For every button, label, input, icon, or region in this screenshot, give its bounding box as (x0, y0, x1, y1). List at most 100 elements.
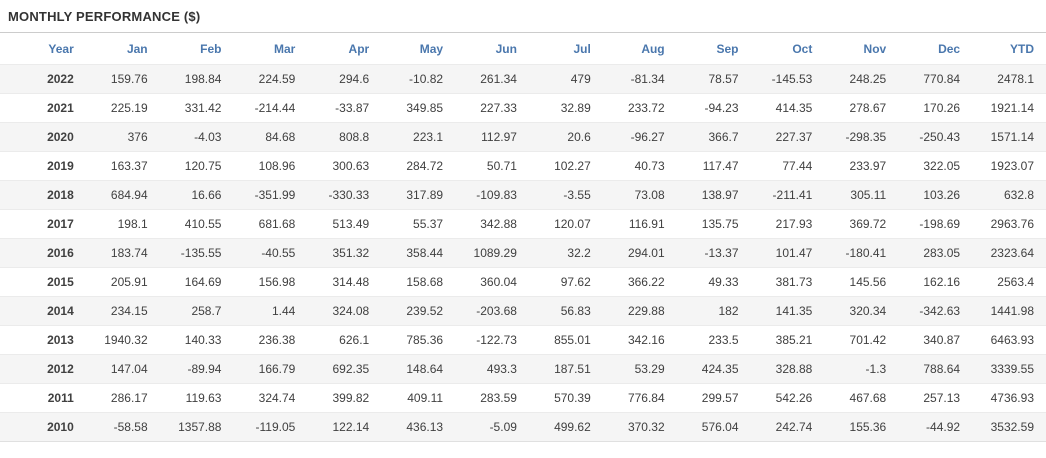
value-cell: 120.07 (528, 209, 603, 239)
value-cell: 366.7 (676, 122, 751, 152)
value-cell: 170.26 (898, 93, 973, 123)
value-cell: -4.03 (159, 122, 234, 152)
value-cell: 1571.14 (972, 122, 1046, 152)
value-cell: 97.62 (528, 267, 603, 297)
value-cell: -5.09 (455, 412, 529, 442)
value-cell: 198.1 (85, 209, 160, 239)
value-cell: -109.83 (455, 180, 529, 210)
value-cell: 198.84 (159, 64, 234, 94)
value-cell: 370.32 (602, 412, 677, 442)
value-cell: 701.42 (824, 325, 899, 355)
value-cell: 283.59 (455, 383, 529, 413)
value-cell: -145.53 (750, 64, 825, 94)
table-row: 2011 286.17 119.63 324.74 399.82 409.11 283.59… (0, 383, 1046, 413)
value-cell: 138.97 (676, 180, 751, 210)
value-cell: -10.82 (381, 64, 456, 94)
table-row: 2022 159.76 198.84 224.59 294.6 -10.82 261.34 4… (0, 64, 1046, 94)
value-cell: -58.58 (85, 412, 160, 442)
value-cell: 4736.93 (972, 383, 1046, 413)
value-cell: 349.85 (381, 93, 456, 123)
value-cell: 163.37 (85, 151, 160, 181)
column-header-apr: Apr (348, 42, 370, 56)
table-row: 2018 684.94 16.66 -351.99 -330.33 317.89 -109.… (0, 180, 1046, 210)
table-row: 2016 183.74 -135.55 -40.55 351.32 358.44 1089.… (0, 238, 1046, 268)
value-cell: 16.66 (159, 180, 234, 210)
value-cell: 158.68 (381, 267, 456, 297)
column-header-mar: Mar (274, 42, 296, 56)
value-cell: 369.72 (824, 209, 899, 239)
value-cell: 261.34 (455, 64, 529, 94)
value-cell: 101.47 (750, 238, 825, 268)
value-cell: 162.16 (898, 267, 973, 297)
value-cell: 320.34 (824, 296, 899, 326)
value-cell: 1940.32 (85, 325, 160, 355)
value-cell: -342.63 (898, 296, 973, 326)
value-cell: -89.94 (159, 354, 234, 384)
value-cell: 50.71 (455, 151, 529, 181)
value-cell: -198.69 (898, 209, 973, 239)
value-cell: 224.59 (233, 64, 308, 94)
value-cell: -351.99 (233, 180, 308, 210)
table-row: 2013 1940.32 140.33 236.38 626.1 785.36 -122.7… (0, 325, 1046, 355)
value-cell: 770.84 (898, 64, 973, 94)
table-row: 2017 198.1 410.55 681.68 513.49 55.37 342.88 12… (0, 209, 1046, 239)
value-cell: 103.26 (898, 180, 973, 210)
value-cell: 233.72 (602, 93, 677, 123)
value-cell: 6463.93 (972, 325, 1046, 355)
value-cell: 233.97 (824, 151, 899, 181)
page-title: MONTHLY PERFORMANCE ($) (0, 0, 1046, 33)
value-cell: 122.14 (307, 412, 382, 442)
year-cell: 2014 (0, 296, 86, 326)
value-cell: 300.63 (307, 151, 382, 181)
value-cell: 2963.76 (972, 209, 1046, 239)
value-cell: 159.76 (85, 64, 160, 94)
value-cell: 299.57 (676, 383, 751, 413)
column-header-aug: Aug (641, 42, 665, 56)
year-cell: 2010 (0, 412, 86, 442)
value-cell: 20.6 (528, 122, 603, 152)
value-cell: 234.15 (85, 296, 160, 326)
value-cell: 148.64 (381, 354, 456, 384)
value-cell: 84.68 (233, 122, 308, 152)
value-cell: 385.21 (750, 325, 825, 355)
value-cell: 322.05 (898, 151, 973, 181)
value-cell: 155.36 (824, 412, 899, 442)
value-cell: 284.72 (381, 151, 456, 181)
value-cell: -3.55 (528, 180, 603, 210)
value-cell: -330.33 (307, 180, 382, 210)
value-cell: 513.49 (307, 209, 382, 239)
year-cell: 2013 (0, 325, 86, 355)
year-cell: 2019 (0, 151, 86, 181)
value-cell: 77.44 (750, 151, 825, 181)
value-cell: -119.05 (233, 412, 308, 442)
performance-table: Year Jan Feb Mar Apr May Jun Jul Aug Sep Oct Nov Dec… (0, 33, 1046, 442)
year-cell: 2020 (0, 122, 86, 152)
table-row: 2015 205.91 164.69 156.98 314.48 158.68 360.04… (0, 267, 1046, 297)
year-cell: 2016 (0, 238, 86, 268)
value-cell: 120.75 (159, 151, 234, 181)
value-cell: 119.63 (159, 383, 234, 413)
column-header-jul: Jul (573, 42, 591, 56)
value-cell: 1089.29 (455, 238, 529, 268)
value-cell: 1923.07 (972, 151, 1046, 181)
value-cell: 294.01 (602, 238, 677, 268)
value-cell: 55.37 (381, 209, 456, 239)
value-cell: 399.82 (307, 383, 382, 413)
value-cell: 2563.4 (972, 267, 1046, 297)
value-cell: 236.38 (233, 325, 308, 355)
year-cell: 2018 (0, 180, 86, 210)
value-cell: 493.3 (455, 354, 529, 384)
value-cell: 499.62 (528, 412, 603, 442)
value-cell: 73.08 (602, 180, 677, 210)
value-cell: 225.19 (85, 93, 160, 123)
value-cell: 205.91 (85, 267, 160, 297)
value-cell: 242.74 (750, 412, 825, 442)
value-cell: 183.74 (85, 238, 160, 268)
column-header-dec: Dec (938, 42, 961, 56)
value-cell: 286.17 (85, 383, 160, 413)
value-cell: 467.68 (824, 383, 899, 413)
value-cell: 3339.55 (972, 354, 1046, 384)
value-cell: 410.55 (159, 209, 234, 239)
value-cell: 248.25 (824, 64, 899, 94)
